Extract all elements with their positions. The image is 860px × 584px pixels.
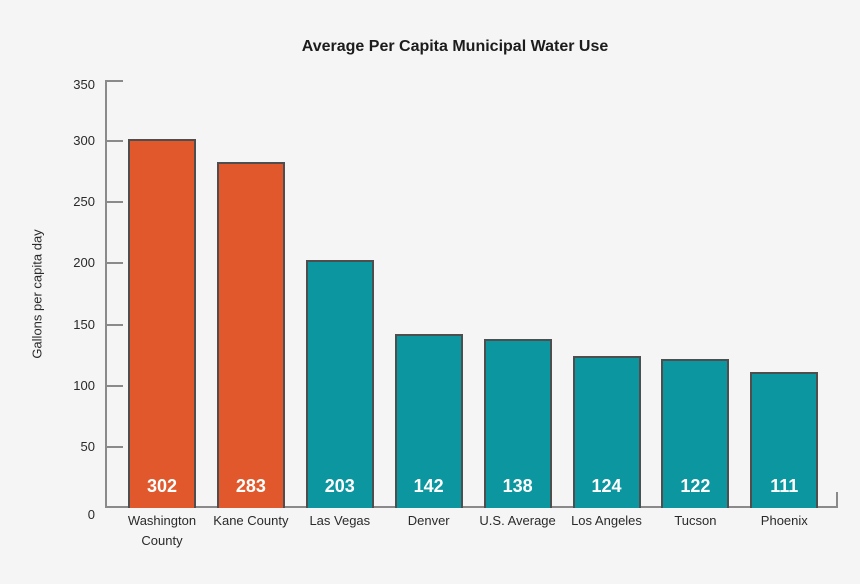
y-axis-tick	[107, 384, 123, 387]
x-axis-category-label: Phoenix	[760, 513, 808, 528]
bar-value-label: 142	[413, 476, 444, 496]
bar: 283	[216, 162, 285, 508]
y-axis-tick	[107, 323, 123, 326]
y-axis-tick-label: 350	[73, 77, 95, 92]
x-axis-category-label: Tucson	[674, 513, 717, 528]
bar: 142	[394, 334, 463, 508]
x-axis-category-label: Denver	[407, 513, 450, 528]
plot-area: 302 283 203 142 138 124 122 111	[105, 80, 838, 508]
bar-value-label: 203	[324, 476, 355, 496]
bar: 302	[128, 139, 196, 508]
bar-value-label: 122	[680, 476, 711, 496]
y-axis-tick-label: 0	[87, 507, 95, 522]
x-axis-line	[105, 506, 838, 508]
bar-value-label: 111	[770, 476, 799, 496]
bar: 138	[483, 339, 552, 508]
y-axis-tick	[107, 140, 123, 143]
bar: 122	[661, 359, 730, 508]
chart-title: Average Per Capita Municipal Water Use	[301, 38, 609, 55]
x-axis-category-label: Los Angeles	[571, 513, 642, 528]
x-axis-category-label: Kane County	[213, 513, 289, 528]
x-axis-category-label: U.S. Average	[479, 513, 556, 528]
x-axis-end-tick	[836, 492, 838, 508]
bar: 203	[305, 260, 374, 508]
y-axis-tick-label: 250	[73, 194, 95, 210]
bar: 111	[750, 372, 819, 508]
bar-value-label: 138	[502, 476, 533, 496]
x-axis-category-label: Las Vegas	[309, 513, 371, 528]
y-axis-top-tick	[105, 80, 123, 82]
y-axis-tick-label: 300	[73, 133, 95, 149]
y-axis-tick	[107, 262, 123, 265]
bar-value-label: 302	[146, 476, 178, 496]
y-axis-tick	[107, 201, 123, 204]
y-axis-tick-label: 100	[73, 377, 95, 393]
bar: 124	[572, 356, 641, 508]
bar-value-label: 283	[235, 476, 266, 496]
bar-value-label: 124	[591, 476, 622, 496]
y-axis-tick-label: 150	[73, 316, 95, 332]
y-axis-line	[105, 80, 107, 508]
y-axis-tick-label: 200	[73, 255, 95, 271]
y-axis-title: Gallons per capita day	[29, 229, 45, 359]
x-axis-category-label: Washington County	[127, 513, 197, 548]
y-axis-tick	[107, 445, 123, 448]
y-axis-tick-label: 50	[80, 438, 95, 454]
